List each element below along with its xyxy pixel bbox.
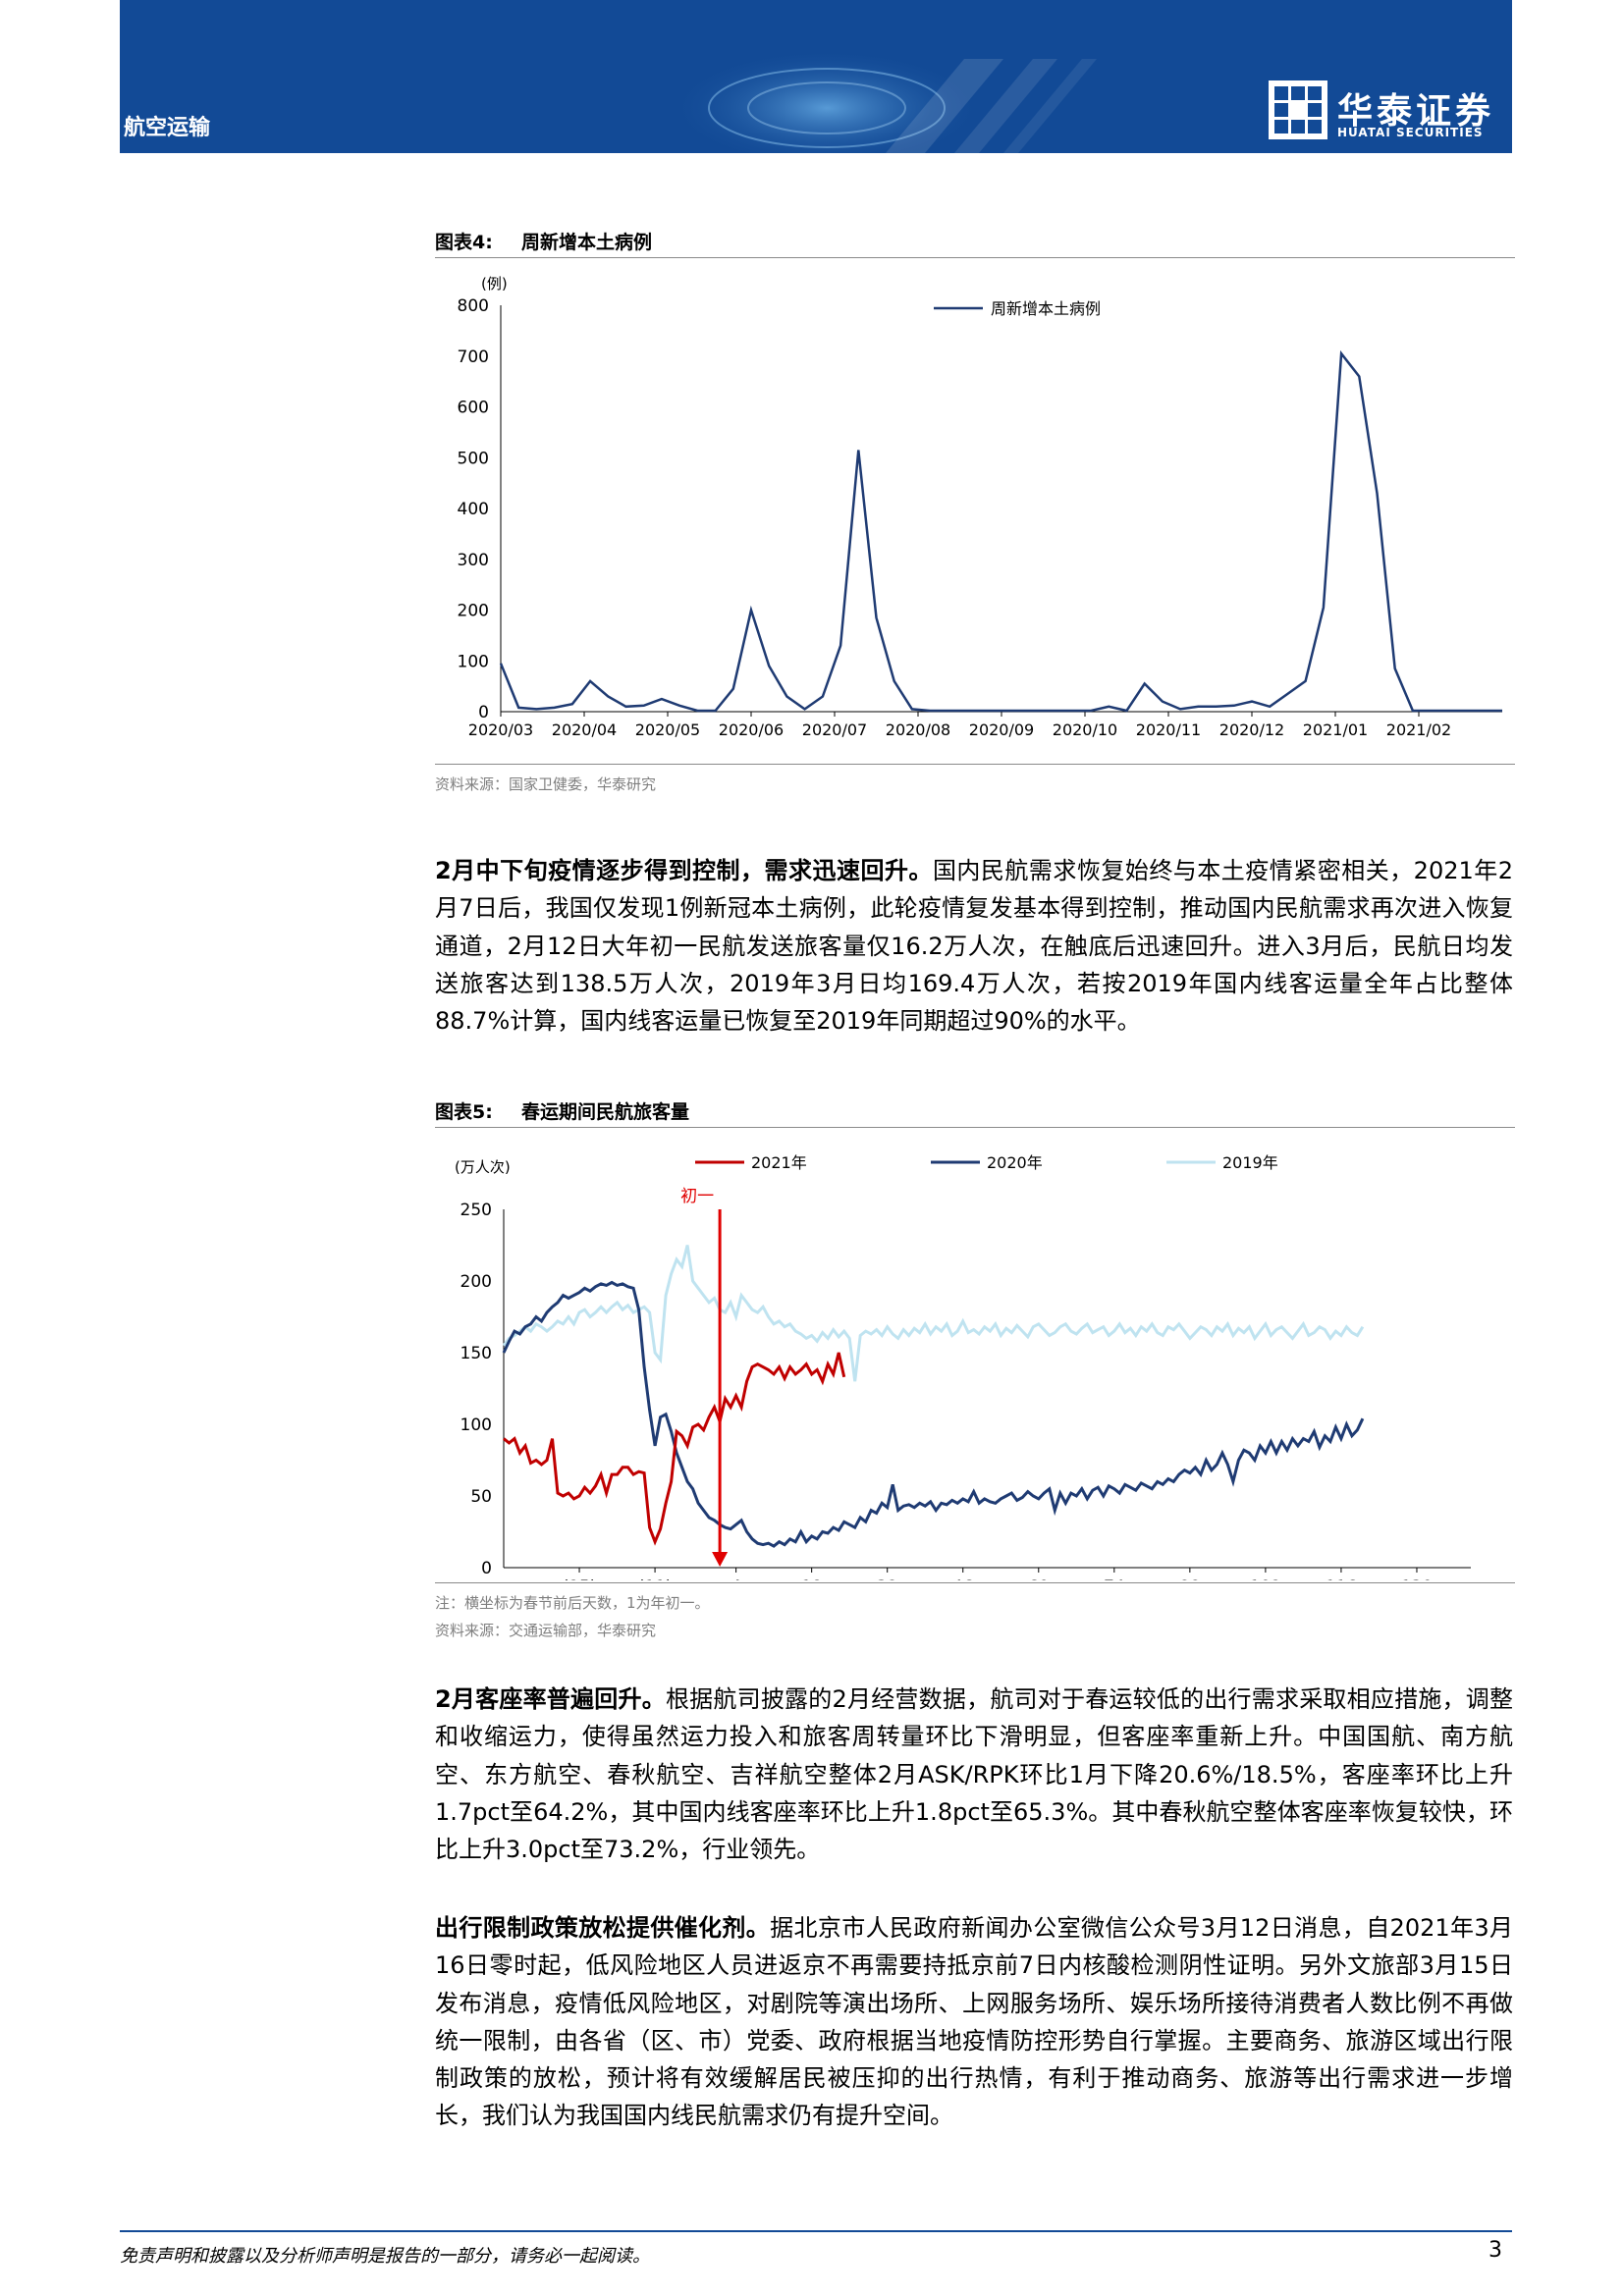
y-tick-label: 500 (458, 449, 489, 468)
y-tick-label: 700 (458, 347, 489, 367)
series-line-2019 (502, 1245, 1365, 1382)
x-tick-label: 2020/08 (886, 721, 950, 739)
fig5-title: 图表5: 春运期间民航旅客量 (435, 1097, 689, 1124)
y-tick-label: 600 (458, 399, 489, 418)
y-axis-unit: (例) (481, 275, 508, 293)
huatai-logo: 华泰证券 HUATAI SECURITIES (1269, 79, 1494, 141)
y-tick-label: 250 (460, 1201, 492, 1220)
logo-cn-text: 华泰证券 (1337, 91, 1495, 132)
fig4-title: 图表4: 周新增本土病例 (435, 228, 652, 254)
fig4-title-text: 周新增本土病例 (521, 232, 653, 253)
x-tick-label: 2020/09 (969, 721, 1034, 739)
page-header: 航空运输 华泰证券 HUATAI SECURITIES (120, 0, 1512, 153)
x-tick-label: (11) (638, 1577, 673, 1580)
y-tick-label: 800 (458, 296, 489, 316)
header-decoration (670, 49, 1097, 153)
x-tick-label: 2020/12 (1219, 721, 1284, 739)
x-tick-label: 2020/07 (802, 721, 867, 739)
y-tick-label: 300 (458, 551, 489, 570)
paragraph-2: 2月客座率普遍回升。根据航司披露的2月经营数据，航司对于春运较低的出行需求采取相… (435, 1681, 1513, 1868)
series-line-2020 (502, 1280, 1365, 1548)
x-tick-label: 18 (801, 1577, 823, 1580)
x-tick-label: 130 (1401, 1577, 1433, 1580)
x-tick-label: (25) (563, 1577, 597, 1580)
y-tick-label: 50 (470, 1487, 492, 1507)
x-tick-label: 88 (1179, 1577, 1201, 1580)
y-tick-label: 100 (460, 1415, 492, 1435)
x-tick-label: 2020/11 (1136, 721, 1201, 739)
x-tick-label: 2021/01 (1303, 721, 1368, 739)
x-tick-label: 2020/10 (1053, 721, 1117, 739)
y-tick-label: 150 (460, 1344, 492, 1363)
logo-en-text: HUATAI SECURITIES (1337, 126, 1484, 139)
x-tick-label: 2020/04 (552, 721, 617, 739)
x-tick-label: 2020/05 (635, 721, 700, 739)
fig4-top-rule (435, 257, 1515, 258)
x-tick-label: 74 (1104, 1577, 1125, 1580)
fig4-source: 资料来源：国家卫健委，华泰研究 (435, 775, 657, 793)
x-tick-label: 2021/02 (1386, 721, 1451, 739)
fig4-bottom-rule (435, 764, 1515, 765)
spring-festival-annotation: 初一 (680, 1187, 714, 1206)
footer-rule (120, 2230, 1512, 2232)
paragraph-1-body: 国内民航需求恢复始终与本土疫情紧密相关，2021年2月7日后，我国仅发现1例新冠… (435, 857, 1513, 1036)
fig5-source: 资料来源：交通运输部，华泰研究 (435, 1622, 657, 1639)
x-tick-label: 102 (1250, 1577, 1281, 1580)
x-tick-label: 2020/03 (468, 721, 533, 739)
x-tick-label: 4 (731, 1577, 741, 1580)
x-tick-label: 60 (1028, 1577, 1050, 1580)
fig4-label: 图表4: (435, 232, 493, 253)
fig5-top-rule (435, 1127, 1515, 1128)
x-tick-label: 46 (952, 1577, 974, 1580)
legend-label-2021: 2021年 (751, 1153, 807, 1172)
paragraph-2-lead: 2月客座率普遍回升。 (435, 1685, 666, 1713)
spring-festival-arrow-head (712, 1552, 729, 1567)
section-title: 航空运输 (124, 116, 211, 140)
fig5-bottom-rule (435, 1582, 1515, 1583)
paragraph-2-body: 根据航司披露的2月经营数据，航司对于春运较低的出行需求采取相应措施，调整和收缩运… (435, 1685, 1513, 1864)
y-tick-label: 100 (458, 652, 489, 671)
x-tick-label: 32 (877, 1577, 898, 1580)
weekly-cases-chart: (例) 0 100 200 300 400 500 600 700 800 2020/03 2020/… (458, 275, 1502, 739)
y-axis-unit: (万人次) (455, 1158, 511, 1176)
x-tick-label: 2020/06 (719, 721, 784, 739)
paragraph-3-body: 据北京市人民政府新闻办公室微信公众号3月12日消息，自2021年3月16日零时起… (435, 1914, 1514, 2130)
y-tick-label: 200 (460, 1272, 492, 1292)
x-tick-label: 116 (1326, 1577, 1357, 1580)
paragraph-3-lead: 出行限制政策放松提供催化剂。 (435, 1914, 771, 1942)
y-tick-label: 400 (458, 500, 489, 519)
series-line-weekly-cases (499, 349, 1502, 713)
passenger-volume-chart: (万人次) 0 50 100 150 200 250 (25) (11) 4 18 32 46 60 74 8… (455, 1153, 1471, 1580)
paragraph-1: 2月中下旬疫情逐步得到控制，需求迅速回升。国内民航需求恢复始终与本土疫情紧密相关… (435, 852, 1513, 1040)
y-tick-label: 200 (458, 602, 489, 621)
series-line-2021 (503, 1352, 846, 1546)
logo-icon (1269, 80, 1327, 139)
footer-disclaimer: 免责声明和披露以及分析师声明是报告的一部分，请务必一起阅读。 (120, 2246, 650, 2267)
paragraph-3: 出行限制政策放松提供催化剂。据北京市人民政府新闻办公室微信公众号3月12日消息，… (435, 1909, 1513, 2135)
fig5-note: 注：横坐标为春节前后天数，1为年初一。 (435, 1594, 710, 1612)
legend-label-2020: 2020年 (987, 1153, 1043, 1172)
legend-label-weekly-cases: 周新增本土病例 (991, 299, 1101, 318)
y-tick-label: 0 (481, 1559, 492, 1578)
fig5-title-text: 春运期间民航旅客量 (521, 1101, 690, 1123)
fig5-label: 图表5: (435, 1101, 493, 1123)
page-number: 3 (1489, 2238, 1502, 2263)
y-tick-label: 0 (478, 703, 489, 722)
paragraph-1-lead: 2月中下旬疫情逐步得到控制，需求迅速回升。 (435, 857, 933, 884)
legend-label-2019: 2019年 (1222, 1153, 1278, 1172)
